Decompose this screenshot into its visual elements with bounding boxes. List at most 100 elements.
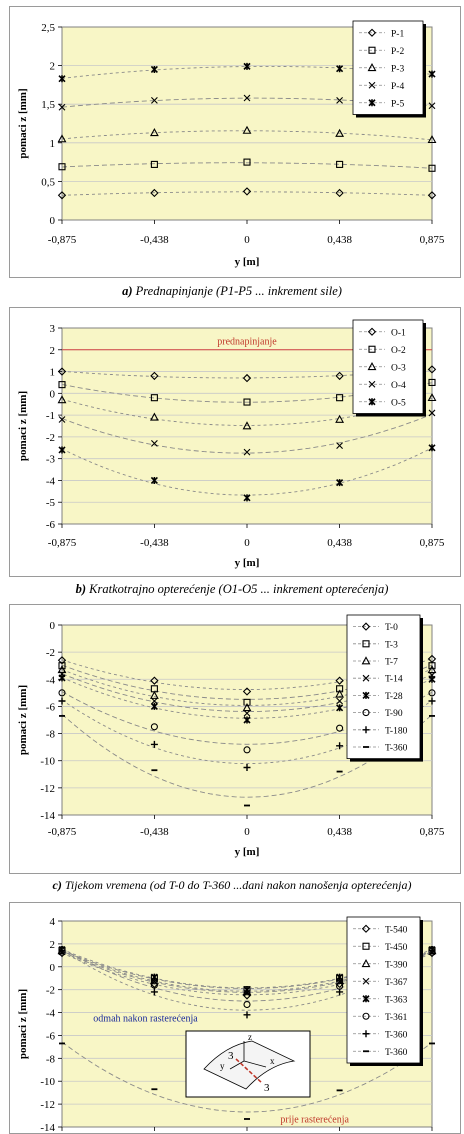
x-tick-label: -0,875 (48, 826, 77, 838)
data-point (429, 1042, 435, 1045)
data-point (243, 448, 251, 456)
data-point (428, 164, 436, 172)
series-p-2 (58, 158, 436, 172)
data-point (428, 662, 436, 670)
legend-item: O-3 (359, 362, 406, 373)
legend-label: T-367 (385, 978, 408, 988)
legend-label: O-4 (391, 381, 406, 391)
series-o-5 (58, 444, 436, 502)
chart-panel-c: -14 -12 -10 -8 -6 -4 -2 0 -0,875 -0,438 0 0,438 0,87… (9, 604, 461, 874)
x-tick-label: -0,438 (140, 537, 169, 549)
data-point (150, 188, 159, 198)
data-point (150, 973, 158, 981)
data-point (336, 685, 344, 693)
legend-label: T-360 (385, 744, 408, 754)
annotation: prednapinjanje (217, 336, 277, 347)
y-tick-label: -8 (46, 1053, 56, 1065)
data-point (427, 665, 437, 674)
legend-label: T-360 (385, 1030, 408, 1040)
y-tick-label: -10 (40, 756, 55, 768)
y-tick-label: 0 (50, 620, 56, 632)
data-point (428, 70, 436, 78)
legend-marker (363, 1050, 369, 1053)
legend: P-1 P-2 P-3 P-4 P-5 (352, 20, 426, 118)
inset-x-axis (243, 1060, 267, 1068)
legend-marker (367, 362, 377, 371)
legend-marker (368, 345, 376, 353)
y-tick-label: 3 (50, 323, 56, 335)
x-tick-label: -0,875 (48, 234, 77, 246)
y-tick-label: -8 (46, 729, 56, 741)
data-point (336, 770, 343, 773)
y-tick-label: -14 (40, 1122, 55, 1133)
data-point (336, 65, 344, 73)
data-point (243, 398, 251, 406)
data-point (336, 742, 344, 750)
series-t-28 (58, 674, 436, 724)
legend-marker (368, 46, 376, 54)
annotation: prije rasterećenja (280, 1114, 349, 1125)
legend-item: P-5 (359, 99, 404, 109)
legend-marker (361, 959, 371, 968)
data-point (335, 414, 345, 423)
chart-panel-b: -6 -5 -4 -3 -2 -1 0 1 2 3 -0,875 -0,438 0 0,438 0,875 y… (9, 307, 461, 577)
legend-marker (362, 1012, 370, 1020)
data-point (58, 662, 66, 670)
legend-label: T-390 (385, 960, 408, 970)
x-tick-label: -0,438 (140, 826, 169, 838)
data-point (151, 1088, 158, 1091)
data-point (335, 128, 345, 137)
y-tick-label: 1 (50, 367, 56, 379)
data-point (150, 371, 159, 381)
data-point (149, 128, 159, 137)
data-point (336, 988, 344, 996)
x-tick-label: -0,875 (48, 537, 77, 549)
legend-box (352, 319, 424, 414)
x-tick-label: 0 (244, 537, 250, 549)
legend-marker (363, 746, 369, 748)
y-tick-label: 0 (50, 962, 56, 974)
chart-a: 0 0,5 1 1,5 2 2,5 -0,875 -0,438 0 0,438 0,875 y [m]… (17, 20, 445, 268)
series-line (61, 397, 433, 426)
data-point (336, 724, 344, 732)
caption-c-text: Tijekom vremena (od T-0 do T-360 ...dani… (61, 878, 412, 892)
data-point (150, 676, 159, 685)
data-point (150, 476, 158, 485)
data-point (149, 690, 159, 699)
data-point (243, 986, 251, 994)
data-point (243, 158, 251, 166)
data-point (336, 697, 343, 705)
y-tick-label: 1 (50, 138, 56, 150)
data-point (58, 416, 66, 423)
data-point (59, 1042, 65, 1045)
legend-item: P-4 (359, 82, 404, 92)
legend-item: P-1 (359, 28, 404, 39)
data-point (336, 96, 343, 104)
inset-label: z (248, 1032, 252, 1042)
legend-marker (362, 640, 370, 648)
legend: O-1 O-2 O-3 O-4 O-5 (352, 319, 426, 417)
legend-item: O-4 (359, 381, 406, 391)
x-tick-label: 0 (244, 234, 250, 246)
data-point (242, 125, 252, 134)
data-point (243, 1011, 251, 1019)
y-tick-label: 2 (50, 345, 56, 357)
legend-marker (368, 99, 376, 107)
legend-label: T-360 (385, 1048, 408, 1058)
data-point (150, 988, 158, 996)
series-o-3 (57, 392, 437, 430)
caption-b: b) Kratkotrajno opterećenje (O1-O5 ... i… (0, 582, 464, 597)
series-line (61, 413, 433, 454)
data-point (428, 675, 436, 683)
annotation: odmah nakon rasterećenja (93, 1014, 198, 1025)
legend-label: P-4 (391, 82, 404, 92)
data-point (151, 440, 158, 447)
x-tick-label: 0,875 (420, 826, 445, 838)
legend-box (346, 614, 421, 760)
legend-marker (361, 924, 371, 933)
x-tick-label: 0,438 (327, 234, 352, 246)
data-point (243, 94, 251, 102)
y-tick-label: -4 (46, 674, 56, 686)
data-point (336, 160, 344, 168)
series-line (61, 382, 433, 403)
